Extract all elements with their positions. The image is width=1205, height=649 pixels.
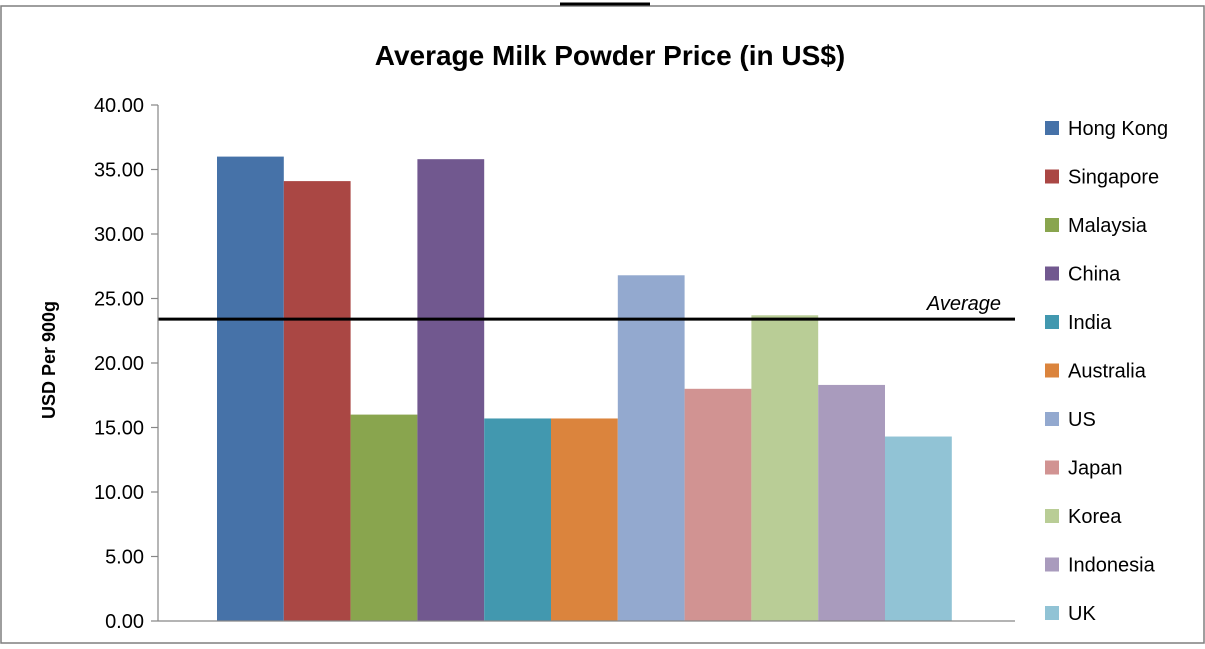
- y-tick-label: 35.00: [94, 160, 144, 182]
- y-tick-label: 10.00: [94, 482, 144, 504]
- y-tick-label: 5.00: [105, 547, 144, 569]
- legend-label: Hong Kong: [1068, 118, 1168, 140]
- bar-singapore: [283, 181, 351, 622]
- reference-line-group: Average: [158, 293, 1015, 321]
- y-tick-label: 25.00: [94, 289, 144, 311]
- legend-swatch: [1045, 557, 1059, 572]
- bar-japan: [684, 388, 752, 621]
- bar-us: [617, 275, 685, 621]
- legend-label: Korea: [1068, 506, 1122, 528]
- legend-swatch: [1045, 363, 1059, 378]
- legend-label: Japan: [1068, 458, 1123, 480]
- legend-label: UK: [1068, 603, 1096, 625]
- legend: Hong Kong Singapore Malaysia China India Aust…: [1045, 118, 1168, 625]
- y-tick-label: 0.00: [105, 611, 144, 633]
- y-tick-label: 30.00: [94, 224, 144, 246]
- bar-china: [417, 159, 485, 621]
- y-ticks: 0.00 5.00 10.00 15.00 20.00 25.00 30.00 35.00 40…: [94, 95, 158, 633]
- y-tick-label: 20.00: [94, 353, 144, 375]
- legend-swatch: [1045, 315, 1059, 329]
- legend-label: Malaysia: [1068, 215, 1148, 237]
- legend-swatch: [1045, 121, 1059, 135]
- legend-swatch: [1045, 606, 1059, 620]
- chart-title: Average Milk Powder Price (in US$): [375, 40, 845, 71]
- bar-australia: [551, 418, 618, 621]
- legend-label: China: [1068, 264, 1121, 286]
- legend-label: Indonesia: [1068, 555, 1156, 577]
- legend-swatch: [1045, 460, 1059, 475]
- bar-india: [484, 418, 551, 621]
- legend-swatch: [1045, 509, 1059, 523]
- bar-korea: [751, 315, 819, 621]
- legend-label: India: [1068, 312, 1112, 334]
- bars: [217, 156, 952, 622]
- legend-swatch: [1045, 412, 1059, 426]
- bar-hong-kong: [217, 156, 284, 621]
- legend-label: Singapore: [1068, 167, 1159, 189]
- y-tick-label: 15.00: [94, 418, 144, 440]
- bar-uk: [885, 436, 952, 621]
- legend-swatch: [1045, 266, 1059, 281]
- axes: [157, 105, 1015, 622]
- bar-indonesia: [818, 384, 885, 621]
- legend-label: US: [1068, 409, 1096, 431]
- legend-label: Australia: [1068, 361, 1147, 383]
- y-axis-label: USD Per 900g: [39, 301, 59, 419]
- legend-swatch: [1045, 218, 1059, 232]
- average-label: Average: [926, 293, 1001, 315]
- y-tick-label: 40.00: [94, 95, 144, 117]
- bar-malaysia: [350, 414, 418, 621]
- legend-swatch: [1045, 169, 1059, 184]
